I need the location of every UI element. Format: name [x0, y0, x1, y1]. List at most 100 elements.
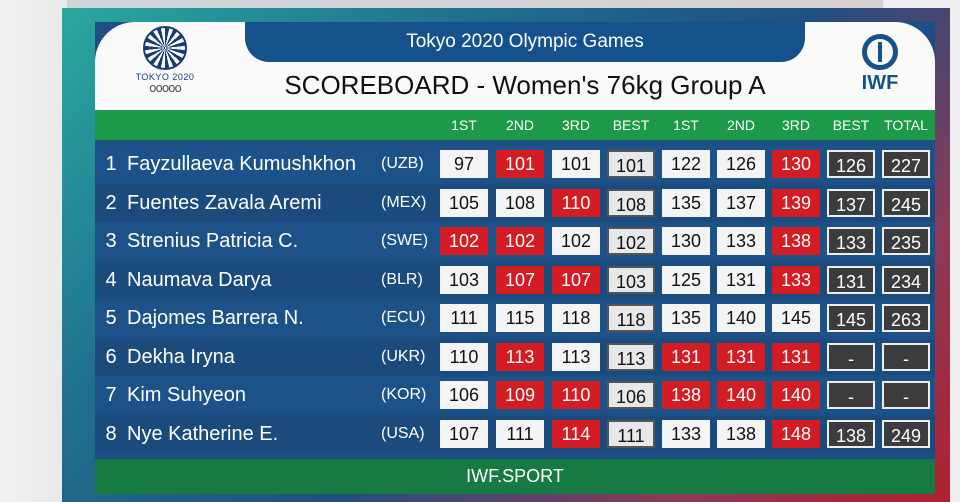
- athlete-nation: (BLR): [381, 270, 423, 288]
- cj-attempt-3: 140: [772, 381, 820, 409]
- cj-best: 138: [827, 419, 875, 448]
- cj-attempt-3: 138: [772, 227, 820, 255]
- cj-attempt-1: 125: [662, 265, 710, 294]
- cj-attempt-1: 135: [662, 304, 710, 332]
- snatch-attempt-2: 109: [496, 381, 544, 409]
- snatch-attempt-2: 113: [496, 342, 544, 371]
- athlete-name: Dekha Iryna: [127, 345, 235, 368]
- cj-attempt-3: 130: [772, 150, 820, 178]
- cj-attempt-2: 131: [717, 265, 765, 294]
- athlete-nation: (MEX): [381, 193, 427, 211]
- scoreboard-header: Tokyo 2020 Olympic Games SCOREBOARD - Wo…: [95, 22, 935, 110]
- athlete-row: 6 Dekha Iryna (UKR) 110 113 113 113 131 …: [95, 338, 935, 375]
- cj-best: 137: [827, 188, 875, 217]
- iwf-logo-text: IWF: [861, 72, 899, 94]
- snatch-attempt-2: 101: [496, 150, 544, 178]
- snatch-attempt-1: 102: [440, 227, 488, 255]
- cj-attempt-1: 131: [662, 342, 710, 371]
- athlete-name: Strenius Patricia C.: [127, 230, 299, 252]
- cj-attempt-2: 126: [717, 150, 765, 178]
- snatch-attempt-1: 103: [440, 265, 488, 294]
- column-header: 2ND: [726, 117, 755, 133]
- total: 235: [882, 227, 930, 255]
- scoreboard-title: SCOREBOARD - Women's 76kg Group A: [284, 70, 766, 100]
- column-header: TOTAL: [884, 117, 928, 133]
- snatch-attempt-3: 102: [552, 227, 600, 255]
- athlete-nation: (UKR): [381, 347, 426, 365]
- athlete-nation: (KOR): [381, 386, 427, 403]
- athlete-row: 2 Fuentes Zavala Aremi (MEX) 105 108 110…: [95, 184, 935, 221]
- athlete-row: 4 Naumava Darya (BLR) 103 107 107 103 12…: [95, 261, 935, 298]
- snatch-best: 108: [607, 188, 655, 217]
- athlete-rank: 8: [105, 422, 117, 445]
- cj-attempt-1: 138: [662, 381, 710, 409]
- snatch-attempt-2: 107: [496, 265, 544, 294]
- athlete-rank: 2: [105, 191, 117, 214]
- athlete-rank: 3: [105, 230, 117, 252]
- athlete-nation: (USA): [381, 424, 425, 442]
- athlete-row: 8 Nye Katherine E. (USA) 107 111 114 111…: [95, 415, 935, 452]
- athlete-rank: 4: [105, 268, 117, 291]
- tokyo-logo-text: TOKYO 2020: [135, 72, 195, 82]
- cj-attempt-3: 148: [772, 419, 820, 448]
- footer-website: IWF.SPORT: [95, 459, 935, 494]
- snatch-attempt-1: 107: [440, 419, 488, 448]
- cj-attempt-2: 137: [717, 188, 765, 217]
- iwf-logo: IWF: [825, 22, 935, 110]
- snatch-attempt-3: 110: [552, 188, 600, 217]
- athlete-name: Naumava Darya: [127, 268, 272, 291]
- snatch-attempt-2: 115: [496, 304, 544, 332]
- cj-best: 131: [827, 265, 875, 294]
- total: -: [882, 381, 930, 409]
- column-header: 3RD: [561, 117, 590, 133]
- total: -: [882, 342, 930, 371]
- event-subtitle: Tokyo 2020 Olympic Games: [406, 31, 644, 52]
- total: 249: [882, 419, 930, 448]
- snatch-attempt-1: 106: [440, 381, 488, 409]
- snatch-attempt-3: 101: [552, 150, 600, 178]
- cj-attempt-2: 140: [717, 381, 765, 409]
- cj-attempt-2: 133: [717, 227, 765, 255]
- total: 234: [882, 265, 930, 294]
- athlete-nation: (UZB): [381, 155, 424, 172]
- athlete-name: Fayzullaeva Kumushkhon: [127, 153, 357, 175]
- cj-attempt-3: 145: [772, 304, 820, 332]
- athlete-row: 5 Dajomes Barrera N. (ECU) 111 115 118 1…: [95, 300, 935, 336]
- snatch-best: 102: [607, 227, 655, 255]
- column-header-row: 1ST 2ND 3RD BEST 1ST 2ND 3RD BEST TOTAL: [95, 110, 935, 140]
- snatch-attempt-1: 105: [440, 188, 488, 217]
- column-header: BEST: [612, 117, 650, 133]
- cj-attempt-2: 138: [717, 419, 765, 448]
- column-header: 3RD: [781, 117, 810, 133]
- snatch-attempt-2: 111: [496, 419, 544, 448]
- cj-attempt-3: 131: [772, 342, 820, 371]
- athlete-rank: 7: [105, 384, 117, 406]
- athlete-rank: 1: [105, 153, 117, 175]
- cj-attempt-3: 139: [772, 188, 820, 217]
- athlete-nation: (SWE): [381, 232, 429, 249]
- cj-attempt-1: 122: [662, 150, 710, 178]
- cj-attempt-2: 140: [717, 304, 765, 332]
- cj-attempt-3: 133: [772, 265, 820, 294]
- total: 245: [882, 188, 930, 217]
- tokyo-2020-logo: TOKYO 2020 ooooo: [115, 26, 215, 110]
- cj-best: 145: [827, 304, 875, 332]
- snatch-best: 103: [607, 265, 655, 294]
- scoreboard: Tokyo 2020 Olympic Games SCOREBOARD - Wo…: [95, 22, 935, 494]
- snatch-attempt-1: 110: [440, 342, 488, 371]
- cj-attempt-1: 130: [662, 227, 710, 255]
- athlete-name: Fuentes Zavala Aremi: [127, 191, 322, 214]
- snatch-attempt-3: 110: [552, 381, 600, 409]
- athlete-row: 1 Fayzullaeva Kumushkhon (UZB) 97 101 10…: [95, 146, 935, 182]
- cj-attempt-1: 133: [662, 419, 710, 448]
- olympic-rings-icon: ooooo: [149, 81, 182, 95]
- snatch-attempt-2: 102: [496, 227, 544, 255]
- column-header: 1ST: [673, 117, 699, 133]
- athlete-name: Dajomes Barrera N.: [127, 307, 304, 329]
- athlete-rank: 5: [105, 307, 117, 329]
- athlete-rank: 6: [105, 345, 117, 368]
- column-header: 1ST: [451, 117, 477, 133]
- total: 263: [882, 304, 930, 332]
- column-header: 2ND: [505, 117, 534, 133]
- snatch-attempt-1: 97: [440, 150, 488, 178]
